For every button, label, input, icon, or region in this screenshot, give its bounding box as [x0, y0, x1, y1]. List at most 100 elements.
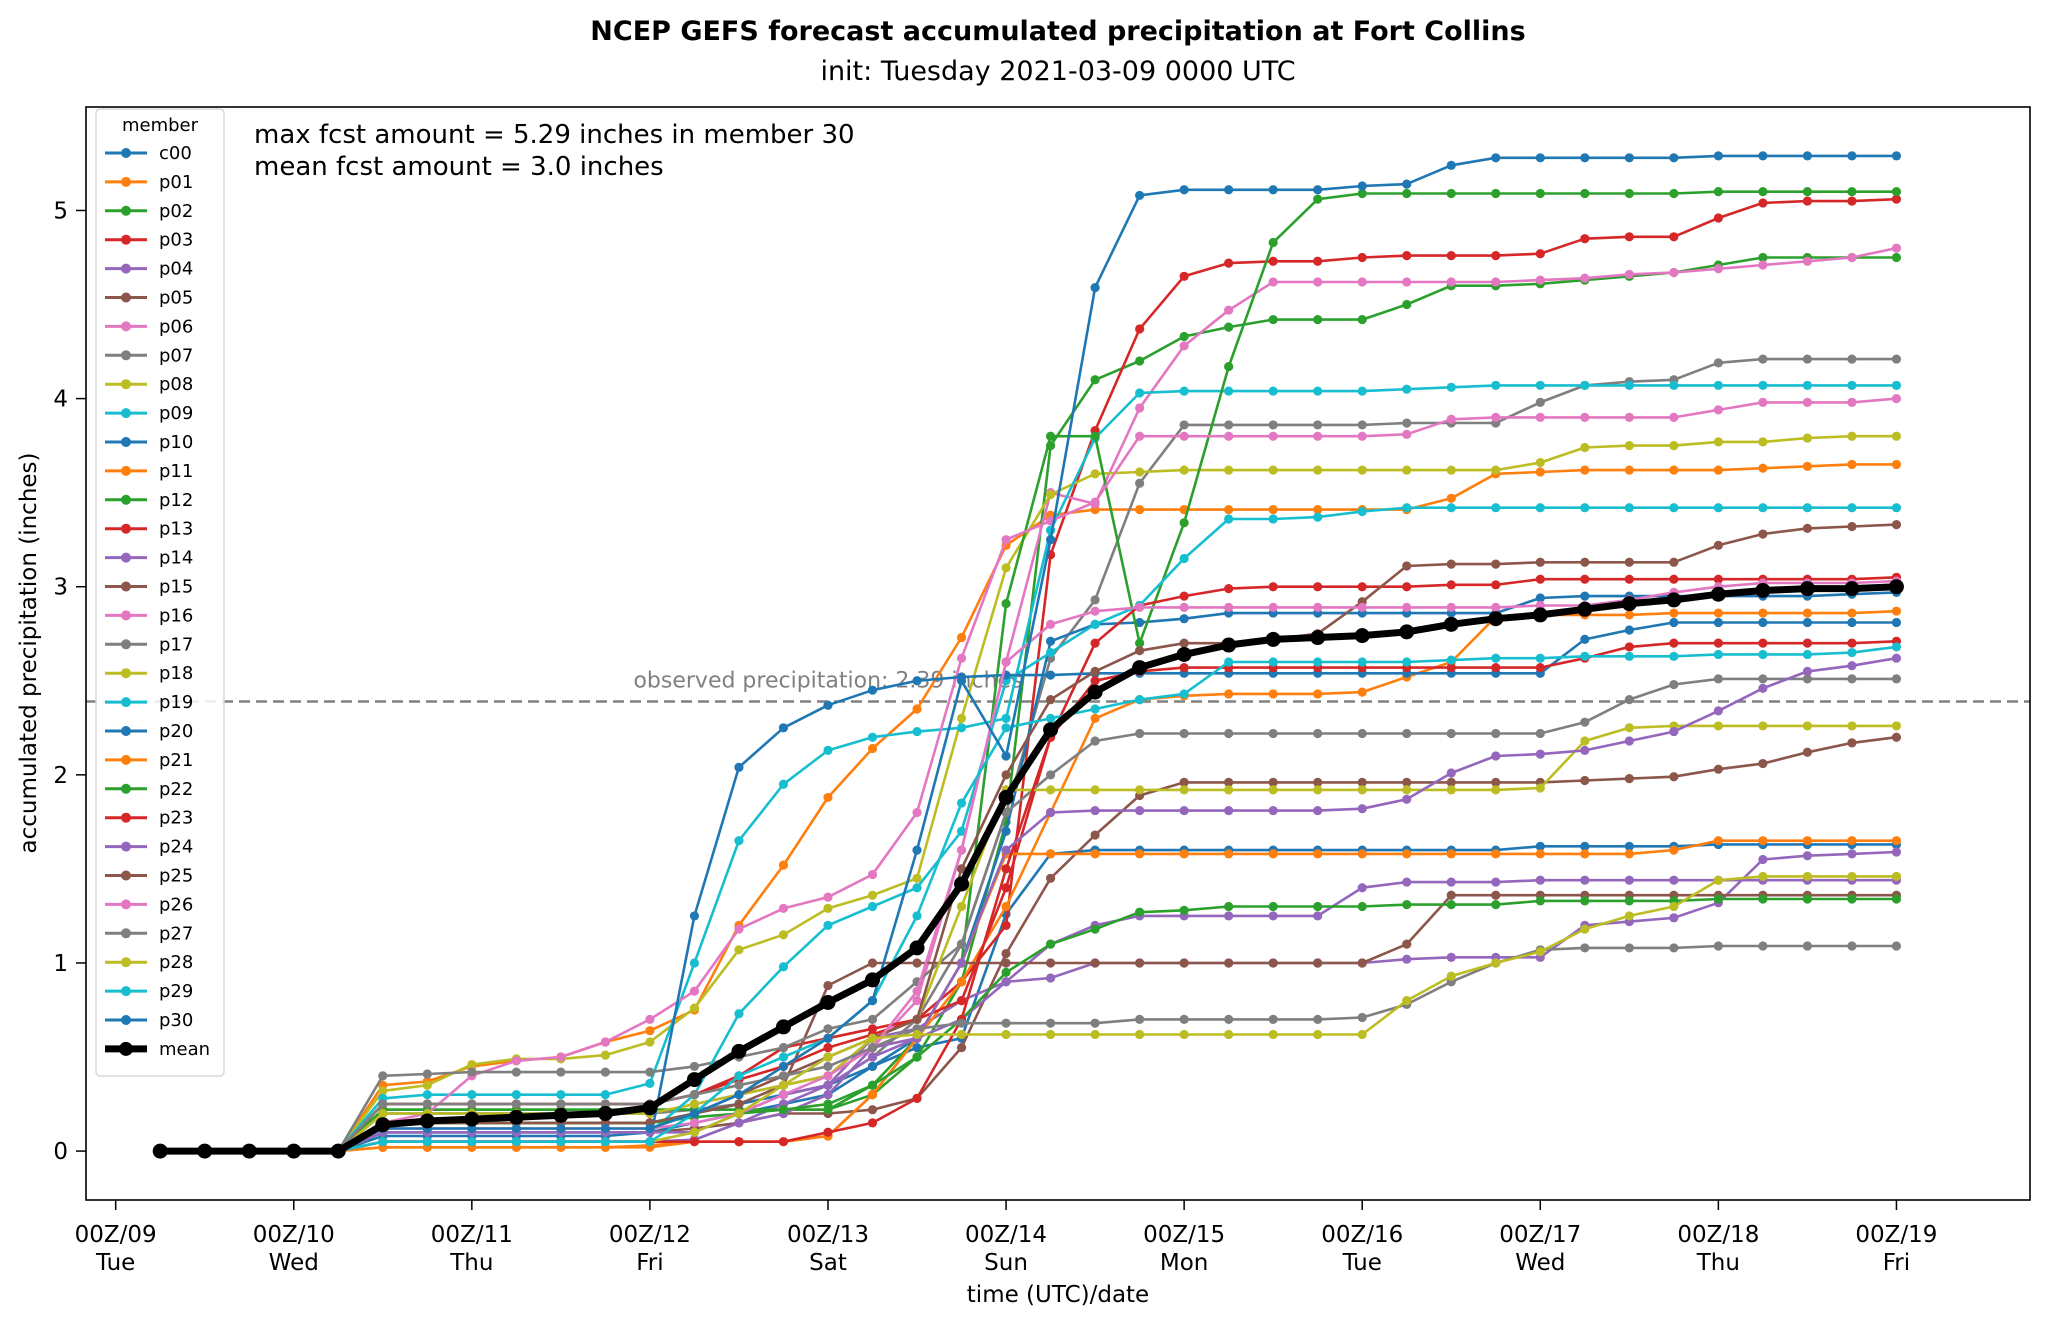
- legend-item-p06: p06: [105, 316, 193, 337]
- data-point-p05: [1313, 777, 1323, 787]
- data-point-p17: [1535, 728, 1545, 739]
- data-point-p13: [1713, 574, 1723, 584]
- data-point-p17: [1446, 728, 1456, 739]
- data-point-p21: [1135, 849, 1145, 859]
- data-point-p29: [1224, 657, 1234, 667]
- legend-label: p13: [159, 519, 193, 540]
- data-point-p27: [1891, 941, 1902, 951]
- data-point-p05: [1891, 732, 1902, 742]
- legend-marker: [121, 726, 131, 736]
- data-point-p22: [1713, 894, 1723, 904]
- data-point-p30: [1891, 151, 1902, 161]
- data-point-p17: [1624, 694, 1634, 705]
- legend: member c00 p01 p02 p03 p04 p05 p06 p07 p08 p09 p10 p…: [95, 108, 225, 1077]
- data-point-p08: [1001, 563, 1011, 573]
- data-point-p28: [912, 1029, 922, 1040]
- data-point-p11: [1090, 713, 1100, 724]
- data-point-p03: [1713, 213, 1723, 223]
- data-point-p12: [1135, 638, 1145, 648]
- data-point-p25: [1802, 523, 1813, 533]
- data-point-p27: [1357, 1012, 1367, 1023]
- data-point-p14: [1669, 913, 1679, 923]
- data-point-p04: [1402, 877, 1412, 887]
- series-line-p07: [160, 357, 1897, 1153]
- data-point-p06: [1624, 269, 1634, 280]
- data-point-p22: [1135, 907, 1145, 917]
- data-point-p06: [1669, 267, 1679, 278]
- legend-item-p30: p30: [105, 1010, 193, 1031]
- data-point-p18: [1758, 721, 1768, 731]
- data-point-mean: [419, 1113, 435, 1129]
- data-point-p16: [1224, 431, 1234, 441]
- data-point-p29: [511, 1137, 521, 1147]
- legend-item-p28: p28: [105, 952, 193, 973]
- data-point-p08: [1357, 465, 1367, 475]
- data-point-p16: [1669, 412, 1679, 423]
- series-p30: [155, 151, 1902, 1156]
- max-annotation: max fcst amount = 5.29 inches in member …: [254, 120, 855, 150]
- data-point-p18: [689, 1099, 700, 1109]
- data-point-p01: [823, 792, 833, 803]
- legend-label: p11: [159, 461, 193, 482]
- legend-label: p15: [159, 577, 193, 598]
- series-line-c00: [160, 843, 1897, 1153]
- legend-label: mean: [159, 1039, 210, 1060]
- data-point-p05: [1580, 775, 1590, 786]
- data-point-p16: [556, 1052, 566, 1062]
- data-point-p29: [1580, 651, 1590, 661]
- data-point-p29: [1758, 649, 1768, 660]
- legend-marker: [121, 899, 131, 910]
- data-point-p24: [1090, 805, 1100, 816]
- data-point-p30: [1090, 282, 1100, 293]
- data-point-p03: [1758, 198, 1768, 208]
- data-point-p05: [1045, 873, 1056, 883]
- data-point-p23: [1001, 864, 1011, 874]
- y-tick-label: 2: [53, 763, 68, 789]
- data-point-p24: [1001, 845, 1011, 855]
- x-tick-sublabel: Wed: [269, 1250, 319, 1276]
- data-point-p12: [1713, 187, 1723, 197]
- data-point-p06: [1713, 264, 1723, 274]
- legend-item-p05: p05: [105, 288, 193, 309]
- axes-frame: [85, 106, 2031, 1201]
- data-point-p26: [778, 1090, 789, 1100]
- legend-item-p09: p09: [105, 403, 193, 424]
- data-point-mean: [464, 1111, 480, 1127]
- series-p10: [155, 587, 1902, 1156]
- data-point-p08: [1535, 457, 1545, 468]
- legend-marker: [121, 494, 131, 505]
- series-line-p29: [160, 645, 1897, 1153]
- data-point-p29: [1802, 649, 1813, 660]
- data-point-p17: [467, 1067, 477, 1077]
- series-group: observed precipitation: 2.39 inches: [86, 151, 2030, 1159]
- data-point-p06: [1357, 277, 1367, 287]
- data-point-p27: [1224, 1014, 1234, 1025]
- data-point-p17: [1713, 674, 1723, 684]
- data-point-p03: [1535, 249, 1545, 259]
- legend-label: p05: [159, 288, 193, 309]
- data-point-p15: [823, 980, 833, 991]
- data-point-p12: [1224, 362, 1234, 372]
- data-point-p27: [956, 1018, 967, 1028]
- series-line-p14: [160, 850, 1897, 1153]
- data-point-p09: [823, 745, 833, 755]
- data-point-p30: [1758, 151, 1768, 161]
- data-point-p06: [1313, 277, 1323, 287]
- data-point-p21: [1713, 836, 1723, 846]
- y-axis: 0 1 2 3 4 5: [53, 198, 86, 1165]
- data-point-p20: [1802, 617, 1813, 628]
- legend-marker: [119, 1041, 133, 1056]
- data-point-p19: [1802, 503, 1813, 513]
- data-point-p28: [1402, 995, 1412, 1006]
- data-point-p13: [1357, 582, 1367, 592]
- data-point-p17: [1669, 679, 1679, 690]
- x-tick-sublabel: Tue: [1342, 1250, 1382, 1276]
- data-point-p15: [1224, 958, 1234, 968]
- data-point-p19: [867, 901, 878, 912]
- data-point-p06: [1402, 277, 1412, 287]
- data-point-p11: [1713, 608, 1723, 618]
- data-point-mean: [1577, 601, 1593, 617]
- data-point-p15: [1045, 958, 1056, 968]
- data-point-p22: [1090, 924, 1100, 934]
- data-point-p28: [1135, 1029, 1145, 1040]
